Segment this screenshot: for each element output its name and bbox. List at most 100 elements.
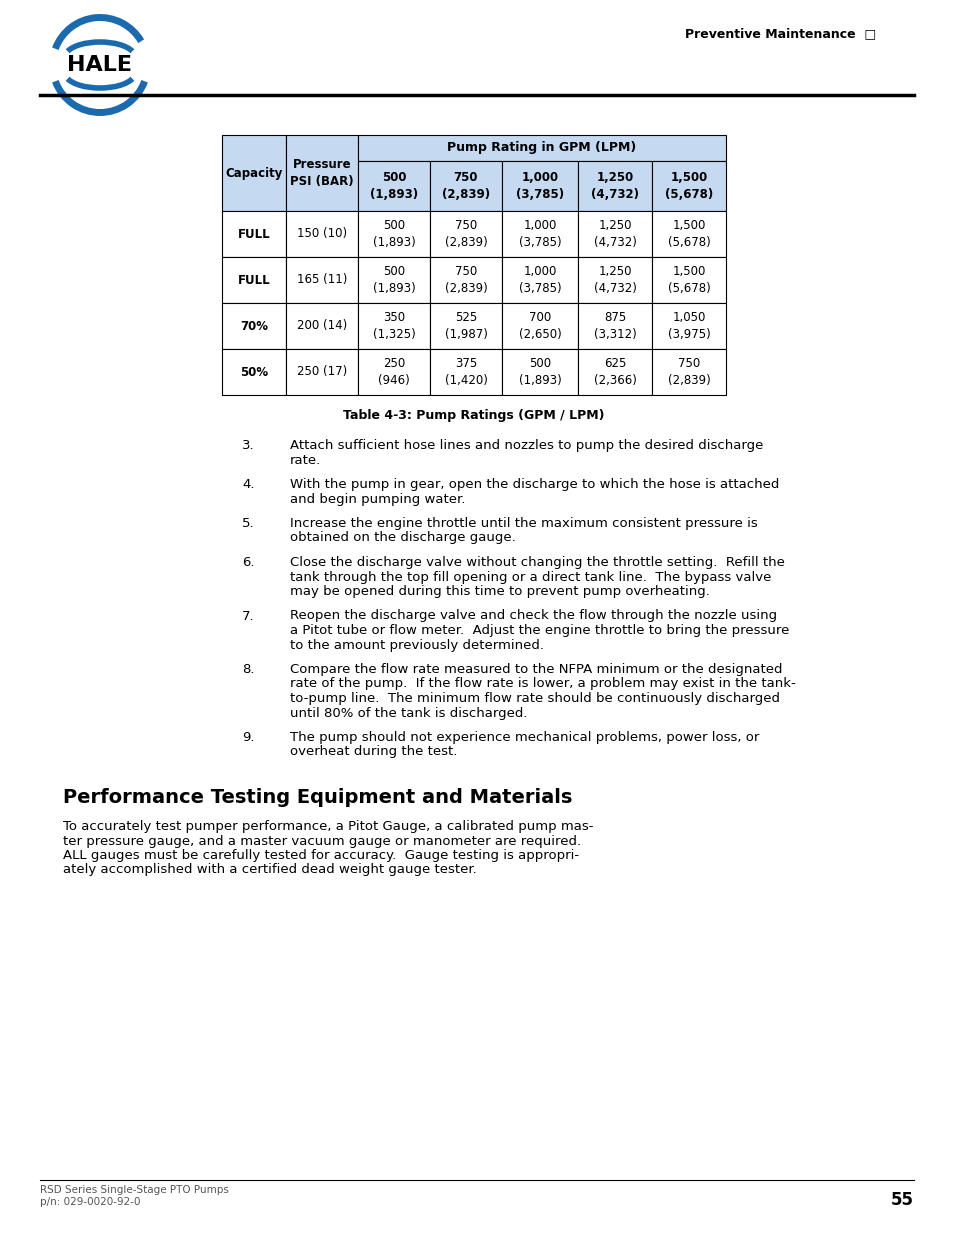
Text: 625
(2,366): 625 (2,366)	[593, 357, 636, 387]
Text: Compare the flow rate measured to the NFPA minimum or the designated: Compare the flow rate measured to the NF…	[290, 663, 781, 676]
Text: Capacity: Capacity	[225, 167, 282, 179]
Bar	[651, 257, 725, 303]
Text: obtained on the discharge gauge.: obtained on the discharge gauge.	[290, 531, 516, 545]
Text: tank through the top fill opening or a direct tank line.  The bypass valve: tank through the top fill opening or a d…	[290, 571, 771, 583]
Text: until 80% of the tank is discharged.: until 80% of the tank is discharged.	[290, 706, 527, 720]
Text: 1,500
(5,678): 1,500 (5,678)	[667, 266, 710, 295]
Text: p/n: 029-0020-92-0: p/n: 029-0020-92-0	[40, 1197, 140, 1207]
Bar	[430, 211, 501, 257]
Bar	[501, 211, 578, 257]
Text: FULL: FULL	[237, 273, 270, 287]
Text: 150 (10): 150 (10)	[296, 227, 347, 241]
Text: Table 4-3: Pump Ratings (GPM / LPM): Table 4-3: Pump Ratings (GPM / LPM)	[343, 409, 604, 422]
Text: 6.: 6.	[242, 556, 254, 569]
Text: 750
(2,839): 750 (2,839)	[441, 170, 490, 201]
Text: 1,000
(3,785): 1,000 (3,785)	[518, 219, 560, 249]
Text: Pressure
PSI (BAR): Pressure PSI (BAR)	[290, 158, 354, 188]
Text: 55: 55	[890, 1191, 913, 1209]
Text: With the pump in gear, open the discharge to which the hose is attached: With the pump in gear, open the discharg…	[290, 478, 779, 492]
Bar	[501, 303, 578, 350]
Text: 5.: 5.	[242, 517, 254, 530]
Text: 1,050
(3,975): 1,050 (3,975)	[667, 311, 710, 341]
Text: 1,000
(3,785): 1,000 (3,785)	[518, 266, 560, 295]
Bar	[357, 257, 430, 303]
Bar	[357, 211, 430, 257]
Bar	[222, 350, 286, 395]
Text: 7.: 7.	[242, 610, 254, 622]
Text: 9.: 9.	[242, 731, 254, 743]
Text: Reopen the discharge valve and check the flow through the nozzle using: Reopen the discharge valve and check the…	[290, 610, 777, 622]
Bar	[222, 211, 286, 257]
Bar	[357, 350, 430, 395]
Text: Increase the engine throttle until the maximum consistent pressure is: Increase the engine throttle until the m…	[290, 517, 757, 530]
Text: ALL gauges must be carefully tested for accuracy.  Gauge testing is appropri-: ALL gauges must be carefully tested for …	[63, 848, 578, 862]
Bar	[430, 161, 501, 211]
Bar	[501, 350, 578, 395]
Bar	[501, 161, 578, 211]
Bar	[578, 211, 651, 257]
Bar	[286, 135, 357, 211]
Text: 165 (11): 165 (11)	[296, 273, 347, 287]
Bar	[222, 135, 286, 211]
Text: 750
(2,839): 750 (2,839)	[444, 266, 487, 295]
Text: 875
(3,312): 875 (3,312)	[593, 311, 636, 341]
Text: 700
(2,650): 700 (2,650)	[518, 311, 560, 341]
Bar	[357, 303, 430, 350]
Text: 50%: 50%	[240, 366, 268, 378]
Bar	[430, 257, 501, 303]
Text: 1,000
(3,785): 1,000 (3,785)	[516, 170, 563, 201]
Text: 500
(1,893): 500 (1,893)	[373, 219, 415, 249]
Text: a Pitot tube or flow meter.  Adjust the engine throttle to bring the pressure: a Pitot tube or flow meter. Adjust the e…	[290, 624, 788, 637]
Bar	[357, 135, 725, 161]
Text: 500
(1,893): 500 (1,893)	[518, 357, 560, 387]
Text: RSD Series Single-Stage PTO Pumps: RSD Series Single-Stage PTO Pumps	[40, 1186, 229, 1195]
Text: 500
(1,893): 500 (1,893)	[373, 266, 415, 295]
Text: Pump Rating in GPM (LPM): Pump Rating in GPM (LPM)	[447, 142, 636, 154]
Bar	[578, 257, 651, 303]
Bar	[651, 161, 725, 211]
Bar	[578, 161, 651, 211]
Text: 750
(2,839): 750 (2,839)	[667, 357, 710, 387]
Bar	[651, 211, 725, 257]
Text: 350
(1,325): 350 (1,325)	[373, 311, 415, 341]
Bar	[357, 161, 430, 211]
Text: rate.: rate.	[290, 453, 321, 467]
Bar	[578, 303, 651, 350]
Bar	[430, 350, 501, 395]
Text: to the amount previously determined.: to the amount previously determined.	[290, 638, 543, 652]
Text: 3.: 3.	[242, 438, 254, 452]
Text: 8.: 8.	[242, 663, 254, 676]
Bar	[286, 211, 357, 257]
Bar	[430, 303, 501, 350]
Text: overheat during the test.: overheat during the test.	[290, 746, 456, 758]
Text: rate of the pump.  If the flow rate is lower, a problem may exist in the tank-: rate of the pump. If the flow rate is lo…	[290, 678, 795, 690]
Text: HALE: HALE	[68, 56, 132, 75]
Text: 1,250
(4,732): 1,250 (4,732)	[590, 170, 639, 201]
Text: To accurately test pumper performance, a Pitot Gauge, a calibrated pump mas-: To accurately test pumper performance, a…	[63, 820, 593, 832]
Bar	[651, 350, 725, 395]
Text: 1,250
(4,732): 1,250 (4,732)	[593, 266, 636, 295]
Bar	[222, 303, 286, 350]
Text: 750
(2,839): 750 (2,839)	[444, 219, 487, 249]
Text: The pump should not experience mechanical problems, power loss, or: The pump should not experience mechanica…	[290, 731, 759, 743]
Text: Attach sufficient hose lines and nozzles to pump the desired discharge: Attach sufficient hose lines and nozzles…	[290, 438, 762, 452]
Text: to-pump line.  The minimum flow rate should be continuously discharged: to-pump line. The minimum flow rate shou…	[290, 692, 780, 705]
Text: and begin pumping water.: and begin pumping water.	[290, 493, 465, 505]
Bar	[501, 257, 578, 303]
Text: 375
(1,420): 375 (1,420)	[444, 357, 487, 387]
Text: 200 (14): 200 (14)	[296, 320, 347, 332]
Text: Performance Testing Equipment and Materials: Performance Testing Equipment and Materi…	[63, 788, 572, 806]
Bar	[578, 350, 651, 395]
Bar	[651, 303, 725, 350]
Text: 250
(946): 250 (946)	[377, 357, 410, 387]
Text: ter pressure gauge, and a master vacuum gauge or manometer are required.: ter pressure gauge, and a master vacuum …	[63, 835, 580, 847]
Bar	[222, 257, 286, 303]
Text: Close the discharge valve without changing the throttle setting.  Refill the: Close the discharge valve without changi…	[290, 556, 784, 569]
Text: 250 (17): 250 (17)	[296, 366, 347, 378]
Bar	[286, 257, 357, 303]
Text: 525
(1,987): 525 (1,987)	[444, 311, 487, 341]
Bar	[286, 350, 357, 395]
Text: 500
(1,893): 500 (1,893)	[370, 170, 417, 201]
Text: may be opened during this time to prevent pump overheating.: may be opened during this time to preven…	[290, 585, 709, 598]
Text: 70%: 70%	[240, 320, 268, 332]
